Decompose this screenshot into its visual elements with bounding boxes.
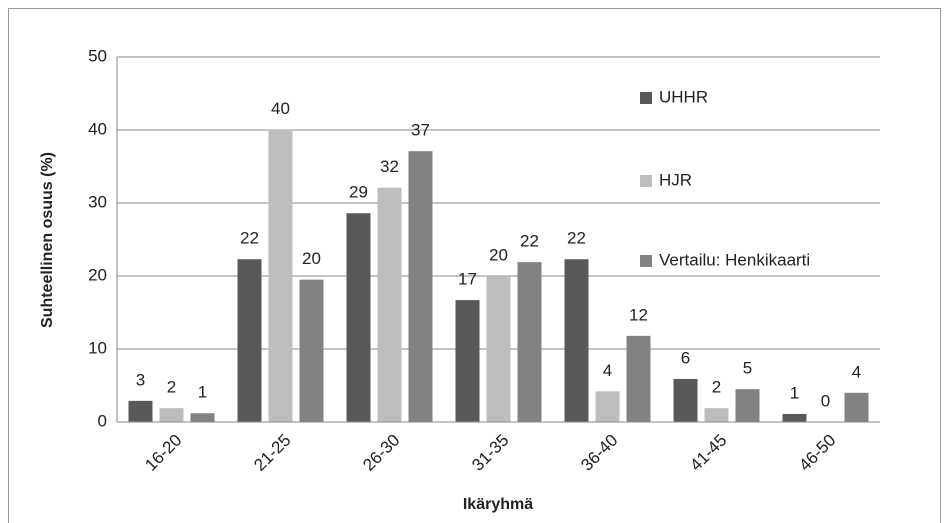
y-tick-label: 0 (98, 411, 107, 430)
chart-frame (8, 8, 941, 523)
bar (782, 413, 807, 422)
bar (455, 300, 480, 422)
bar (673, 378, 698, 422)
bar (408, 151, 433, 423)
value-label: 0 (821, 391, 830, 410)
bar (346, 213, 371, 422)
legend-swatch (640, 255, 652, 267)
bar (735, 389, 760, 422)
y-tick-label: 20 (88, 265, 107, 284)
x-axis-title: Ikäryhmä (463, 496, 533, 513)
bar (377, 187, 402, 422)
bar (268, 129, 293, 422)
value-label: 20 (302, 249, 321, 268)
bar (564, 259, 589, 422)
legend-swatch (640, 92, 652, 104)
value-label: 5 (743, 359, 752, 378)
legend-swatch (640, 175, 652, 187)
value-label: 2 (167, 378, 176, 397)
y-tick-label: 50 (88, 46, 107, 65)
legend-label: HJR (659, 170, 692, 189)
bar (844, 392, 869, 422)
value-label: 1 (790, 383, 799, 402)
value-label: 4 (852, 362, 861, 381)
value-label: 22 (520, 232, 539, 251)
legend-label: UHHR (659, 87, 708, 106)
value-label: 4 (603, 361, 612, 380)
bar (595, 391, 620, 422)
bar (704, 408, 729, 422)
y-tick-label: 10 (88, 338, 107, 357)
legend-label: Vertailu: Henkikaarti (659, 250, 810, 269)
value-label: 32 (380, 157, 399, 176)
bar (159, 408, 184, 422)
value-label: 1 (198, 383, 207, 402)
bar (237, 259, 262, 422)
value-label: 17 (458, 270, 477, 289)
y-tick-label: 30 (88, 192, 107, 211)
value-label: 12 (629, 305, 648, 324)
value-label: 6 (681, 348, 690, 367)
bar (190, 413, 215, 422)
bar (486, 276, 511, 422)
value-label: 22 (240, 229, 259, 248)
bar (626, 335, 651, 422)
y-axis-title: Suhteellinen osuus (%) (39, 152, 56, 328)
value-label: 29 (349, 183, 368, 202)
bar (128, 400, 153, 422)
value-label: 2 (712, 378, 721, 397)
value-label: 37 (411, 121, 430, 140)
value-label: 40 (271, 99, 290, 118)
value-label: 3 (136, 370, 145, 389)
y-tick-label: 40 (88, 119, 107, 138)
value-label: 20 (489, 245, 508, 264)
bar (517, 262, 542, 422)
bar (299, 279, 324, 422)
value-label: 22 (567, 229, 586, 248)
